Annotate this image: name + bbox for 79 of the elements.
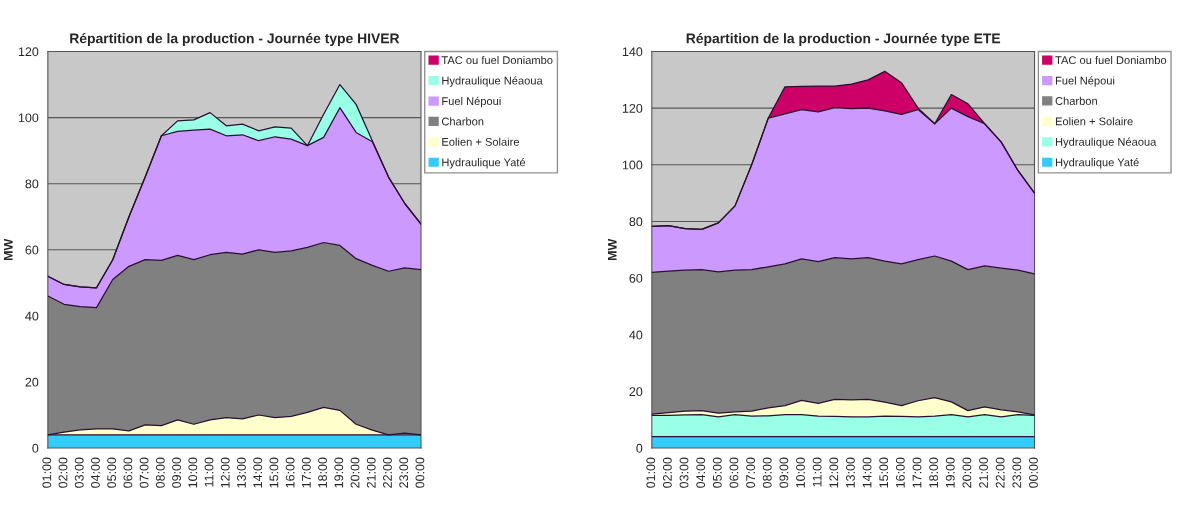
legend-label: Hydraulique Néaoua [1055,137,1157,148]
x-tick-label: 07:00 [139,457,149,488]
x-tick-label: 03:00 [679,457,689,488]
x-tick-label: 11:00 [812,457,822,487]
x-tick-label: 23:00 [1012,457,1022,488]
legend-label: TAC ou fuel Doniambo [441,55,553,65]
x-tick-label: 12:00 [220,457,230,488]
x-tick-label: 16:00 [895,457,905,488]
x-tick-label: 11:00 [204,457,214,487]
x-tick-label: 02:00 [58,457,68,488]
x-tick-label: 22:00 [995,457,1005,488]
y-tick-label: 120 [622,103,643,113]
y-tick-label: 80 [25,179,39,189]
x-tick-label: 01:00 [42,457,52,488]
x-tick-label: 20:00 [962,457,972,488]
y-tick-label: 140 [622,47,643,57]
legend-label: Charbon [1055,96,1097,105]
x-tick-label: 23:00 [399,457,409,488]
y-axis-title: MW [3,238,13,261]
x-tick-label: 15:00 [879,457,889,488]
x-tick-label: 20:00 [350,457,360,488]
x-tick-label: 16:00 [285,457,295,488]
x-tick-label: 12:00 [829,457,839,488]
y-tick-label: 60 [629,273,643,283]
y-tick-label: 40 [629,330,643,340]
x-tick-label: 21:00 [979,457,988,488]
x-tick-label: 13:00 [846,457,855,488]
x-tick-label: 03:00 [74,457,84,488]
x-tick-label: 09:00 [172,457,181,488]
y-tick-label: 20 [629,387,643,397]
x-tick-label: 04:00 [91,457,100,488]
x-tick-label: 09:00 [779,457,789,488]
y-tick-label: 120 [18,47,39,57]
x-tick-label: 22:00 [383,457,392,488]
x-tick-label: 05:00 [107,457,117,488]
x-tick-label: 19:00 [945,457,955,488]
x-tick-label: 07:00 [746,457,756,488]
y-tick-label: 100 [622,160,643,170]
y-tick-label: 0 [636,443,643,453]
legend-label: Hydraulique Yaté [1055,157,1139,169]
x-tick-label: 04:00 [696,457,706,488]
y-axis-title: MW [607,238,617,261]
x-tick-label: 00:00 [1029,457,1038,488]
x-tick-label: 10:00 [188,457,198,488]
x-tick-label: 01:00 [646,457,656,488]
legend-label: Eolien + Solaire [442,137,520,146]
legend-label: Fuel Népoui [1055,76,1115,87]
x-tick-label: 08:00 [762,457,772,488]
x-tick-label: 02:00 [662,457,672,488]
y-tick-label: 40 [25,311,39,321]
x-tick-label: 19:00 [334,457,344,488]
y-tick-label: 60 [25,245,39,255]
legend-label: Fuel Népoui [442,96,501,108]
x-tick-label: 10:00 [796,457,805,488]
x-tick-label: 17:00 [301,457,311,488]
x-tick-label: 18:00 [929,457,939,488]
chart-title: Répartition de la production - Journée type HIVER [70,32,400,47]
y-tick-label: 0 [32,443,39,453]
y-tick-label: 80 [629,217,643,227]
legend-label: TAC ou fuel Doniambo [1055,55,1167,65]
x-tick-label: 17:00 [912,457,922,488]
x-tick-label: 18:00 [318,457,327,488]
x-tick-label: 13:00 [237,457,246,488]
x-tick-label: 15:00 [269,457,279,488]
x-tick-label: 08:00 [155,457,165,488]
y-tick-label: 20 [25,377,39,387]
x-tick-label: 14:00 [253,457,263,488]
x-tick-label: 00:00 [415,457,425,488]
legend-label: Hydraulique Néaoua [442,76,543,87]
x-tick-label: 06:00 [123,457,133,488]
legend-label: Hydraulique Yaté [442,157,526,169]
legend-label: Eolien + Solaire [1055,117,1133,126]
x-tick-label: 14:00 [862,457,872,488]
x-tick-label: 05:00 [712,457,722,488]
legend-label: Charbon [441,117,484,126]
x-tick-label: 06:00 [729,457,739,488]
x-tick-label: 21:00 [366,457,376,488]
chart-title: Répartition de la production - Journée type ETE [686,32,1001,47]
y-tick-label: 100 [18,113,39,123]
